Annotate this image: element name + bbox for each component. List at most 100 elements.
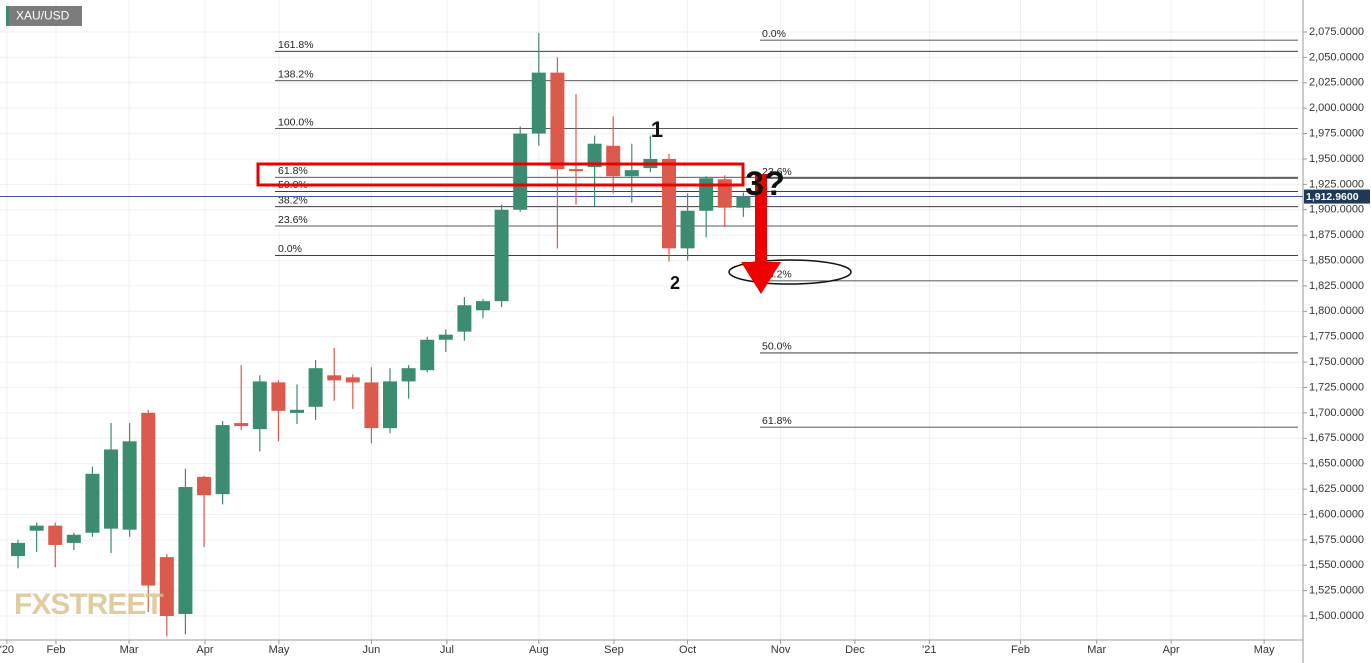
last-price-box [1304,189,1370,204]
candle-body [531,72,546,134]
candle-body [699,178,714,211]
candle-body [85,473,100,533]
y-tick-label: 1,550.0000 [1309,559,1364,571]
candle-body [550,72,565,170]
candle-body [11,542,26,557]
y-tick-label: 1,700.0000 [1309,407,1364,419]
fib-label: 38.2% [278,194,308,206]
candle-body [141,412,156,586]
y-tick-label: 1,975.0000 [1309,127,1364,139]
y-tick-label: 1,675.0000 [1309,432,1364,444]
candle-body [178,487,193,614]
candle-body [271,382,286,411]
y-tick-label: 1,750.0000 [1309,356,1364,368]
y-tick-label: 1,950.0000 [1309,153,1364,165]
candle-body [661,158,676,249]
y-tick-label: 1,625.0000 [1309,483,1364,495]
y-tick-label: 2,050.0000 [1309,51,1364,63]
annotation: 1 [651,117,663,142]
candle-body [345,377,360,383]
x-tick-label: Feb [1011,644,1030,656]
x-tick-label: Mar [120,644,139,656]
candle-body [438,334,453,340]
candle-body [290,409,305,413]
x-tick-label: Apr [196,644,213,656]
candle-body [513,133,528,210]
y-tick-label: 1,575.0000 [1309,534,1364,546]
candle-body [159,557,174,617]
candle-body [48,525,63,545]
fib-label: 100.0% [278,116,314,128]
x-tick-label: Oct [679,644,696,656]
y-tick-label: 2,075.0000 [1309,26,1364,38]
fib-label: 0.0% [278,243,302,255]
x-tick-label: Mar [1087,644,1106,656]
candle-body [736,196,751,208]
fib-label: 138.2% [278,69,314,81]
y-tick-label: 1,900.0000 [1309,204,1364,216]
y-tick-label: 1,725.0000 [1309,381,1364,393]
candle-body [252,381,267,430]
x-tick-label: May [269,644,290,656]
x-tick-label: Jul [440,644,454,656]
y-tick-label: 1,825.0000 [1309,280,1364,292]
candle-body [364,382,379,429]
candle-body [494,209,509,302]
x-tick-label: Feb [46,644,65,656]
symbol: XAU/USD [16,9,70,23]
x-tick-label: Sep [604,644,624,656]
candle-body [475,301,490,311]
highlight-box [256,162,745,187]
candle-body [401,368,416,382]
annotation: 2 [670,273,680,293]
y-tick-label: 1,775.0000 [1309,331,1364,343]
candle-body [234,423,249,427]
fib-label: 50.0% [762,341,792,353]
candle-body [383,381,398,429]
x-tick-label: '20 [0,644,14,656]
fib-label: 23.6% [762,166,792,178]
y-tick-label: 1,525.0000 [1309,585,1364,597]
candle-body [215,425,230,495]
y-tick-label: 2,000.0000 [1309,102,1364,114]
candle-body [587,143,602,168]
arrow-shaft [755,174,767,262]
y-tick-label: 1,650.0000 [1309,458,1364,470]
x-tick-label: May [1254,644,1275,656]
arrow-head [741,262,781,294]
symbol-box [6,6,82,26]
candle-body [624,170,639,177]
y-tick-label: 1,875.0000 [1309,229,1364,241]
fib-label: 23.6% [278,214,308,226]
y-tick-label: 1,850.0000 [1309,254,1364,266]
fib-label: 61.8% [762,415,792,427]
candle-body [568,169,583,172]
symbol-accent [6,6,9,26]
fib-label: 61.8% [278,165,308,177]
fib-label: 161.8% [278,39,314,51]
candle-body [680,210,695,249]
candle-body [308,368,323,407]
y-tick-label: 2,025.0000 [1309,77,1364,89]
candle-body [66,534,81,543]
candle-body [29,525,44,531]
candle-body [197,476,212,496]
last-price-label: 1,912.9600 [1306,191,1359,203]
x-tick-label: Aug [529,644,549,656]
candle-body [122,441,137,530]
candle-body [420,339,435,371]
x-tick-label: Apr [1163,644,1180,656]
x-tick-label: Jun [363,644,381,656]
x-tick-label: Nov [771,644,791,656]
y-tick-label: 1,800.0000 [1309,305,1364,317]
candle-body [457,305,472,332]
y-tick-label: 1,600.0000 [1309,508,1364,520]
annotation: 3? [745,165,785,203]
candle-body [327,375,342,381]
watermark: FXSTREET [14,588,163,621]
x-tick-label: Dec [845,644,865,656]
y-tick-label: 1,925.0000 [1309,178,1364,190]
y-tick-label: 1,500.0000 [1309,610,1364,622]
candle-body [606,145,621,177]
